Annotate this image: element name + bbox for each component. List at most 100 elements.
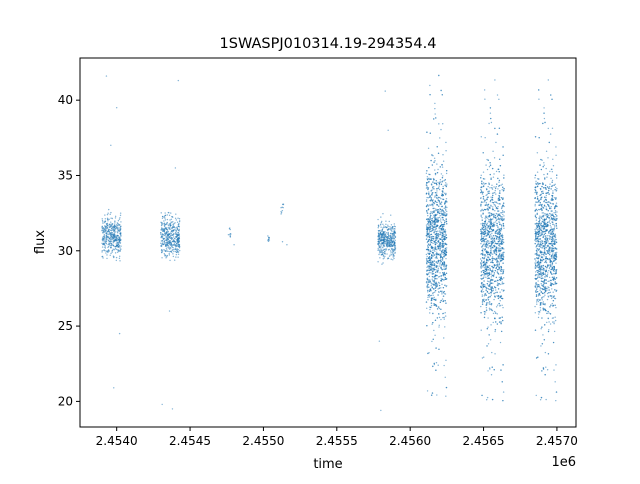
data-point [489, 200, 492, 203]
data-point [500, 295, 502, 297]
data-point [427, 246, 429, 249]
data-point [502, 247, 504, 249]
data-point [175, 256, 177, 258]
data-point [170, 227, 173, 229]
data-point [433, 279, 436, 281]
data-point [435, 299, 437, 301]
data-point [444, 278, 446, 280]
data-point [442, 198, 445, 201]
data-point [389, 237, 391, 239]
data-point [165, 247, 168, 249]
data-point [439, 179, 442, 181]
data-point [427, 187, 429, 189]
data-point [377, 218, 379, 221]
data-point [426, 233, 429, 236]
data-point [539, 399, 542, 401]
data-point [161, 403, 163, 406]
data-point [546, 289, 548, 292]
data-point [117, 243, 119, 245]
data-point [383, 236, 386, 238]
data-point [108, 241, 110, 243]
data-point [177, 237, 179, 239]
data-point [438, 287, 441, 289]
data-point [545, 196, 547, 199]
data-point [390, 254, 393, 256]
data-point [499, 190, 501, 192]
data-point [439, 214, 441, 217]
data-point [494, 187, 497, 190]
data-point [169, 235, 172, 237]
data-point [491, 224, 493, 227]
data-point [536, 171, 539, 173]
data-point [492, 176, 495, 178]
data-point [438, 244, 440, 246]
data-point [101, 255, 103, 258]
data-point [430, 285, 432, 287]
data-point [445, 257, 447, 260]
data-point [482, 152, 484, 154]
data-point [382, 258, 384, 260]
data-point [431, 227, 433, 229]
data-point [544, 294, 546, 296]
data-point [161, 242, 164, 244]
data-point [490, 250, 492, 252]
data-point [480, 188, 482, 191]
data-point [428, 224, 430, 227]
data-point [160, 212, 162, 214]
data-point [502, 241, 505, 243]
data-point [488, 231, 491, 233]
data-point [487, 260, 490, 262]
data-point [394, 239, 396, 242]
data-point [501, 253, 503, 256]
data-point [488, 190, 490, 192]
data-point [439, 263, 441, 265]
data-point [495, 236, 498, 238]
data-point [443, 291, 445, 293]
data-point [484, 235, 486, 237]
data-point [431, 224, 433, 226]
data-point [502, 391, 505, 393]
data-point [435, 305, 438, 307]
data-point [481, 253, 483, 255]
data-point [485, 216, 487, 219]
data-point [441, 298, 444, 300]
data-point [393, 255, 396, 257]
data-point [438, 275, 441, 278]
data-point [443, 238, 445, 240]
data-point [114, 252, 117, 254]
data-point [435, 304, 437, 306]
data-point [429, 173, 431, 176]
data-point [486, 283, 489, 285]
data-point [380, 226, 382, 228]
data-point [439, 137, 441, 139]
data-point [443, 318, 445, 320]
data-point [384, 248, 387, 250]
data-point [492, 274, 495, 277]
data-point [160, 222, 163, 224]
data-point [432, 239, 434, 242]
data-point [500, 224, 503, 226]
data-point [427, 257, 429, 260]
data-point [440, 197, 442, 200]
data-point [103, 240, 105, 242]
data-point [495, 219, 498, 221]
data-point [497, 288, 500, 290]
data-point [169, 241, 171, 243]
data-point [430, 394, 433, 396]
data-point [496, 242, 499, 245]
data-point [436, 146, 438, 148]
data-point [426, 255, 428, 258]
data-point [489, 246, 492, 248]
data-point [104, 245, 107, 247]
data-point [441, 272, 444, 274]
data-point [385, 220, 387, 222]
data-point [171, 240, 174, 243]
data-point [103, 249, 105, 251]
data-point [496, 213, 498, 215]
data-point [431, 323, 433, 325]
data-point [433, 240, 436, 243]
data-point [480, 197, 482, 199]
data-point [426, 287, 429, 289]
data-point [546, 298, 549, 301]
data-point [490, 294, 492, 296]
